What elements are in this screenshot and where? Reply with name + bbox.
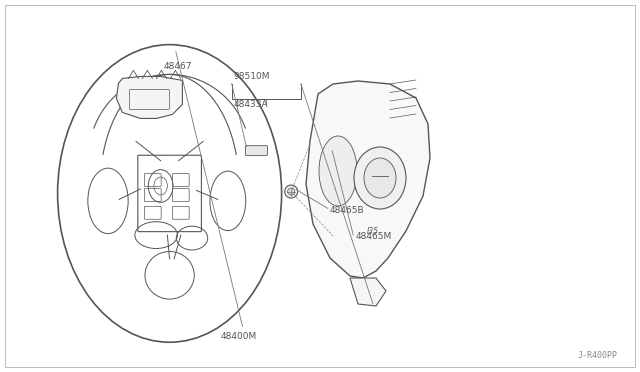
Text: 48465B: 48465B [330, 206, 364, 215]
Text: I35: I35 [367, 227, 379, 235]
FancyBboxPatch shape [245, 146, 268, 155]
Polygon shape [116, 76, 182, 118]
Ellipse shape [364, 158, 396, 198]
Ellipse shape [288, 188, 294, 195]
Polygon shape [306, 81, 430, 278]
Ellipse shape [319, 136, 357, 206]
Ellipse shape [285, 185, 298, 198]
Ellipse shape [314, 144, 332, 157]
Text: 48400M: 48400M [221, 332, 257, 341]
Text: 48467: 48467 [163, 62, 192, 71]
Text: 48465M: 48465M [355, 232, 392, 241]
Ellipse shape [318, 147, 328, 154]
Text: 48433A: 48433A [234, 100, 268, 109]
Ellipse shape [354, 147, 406, 209]
Text: 98510M: 98510M [234, 72, 270, 81]
Text: J-R400PP: J-R400PP [578, 351, 618, 360]
Polygon shape [350, 278, 386, 306]
